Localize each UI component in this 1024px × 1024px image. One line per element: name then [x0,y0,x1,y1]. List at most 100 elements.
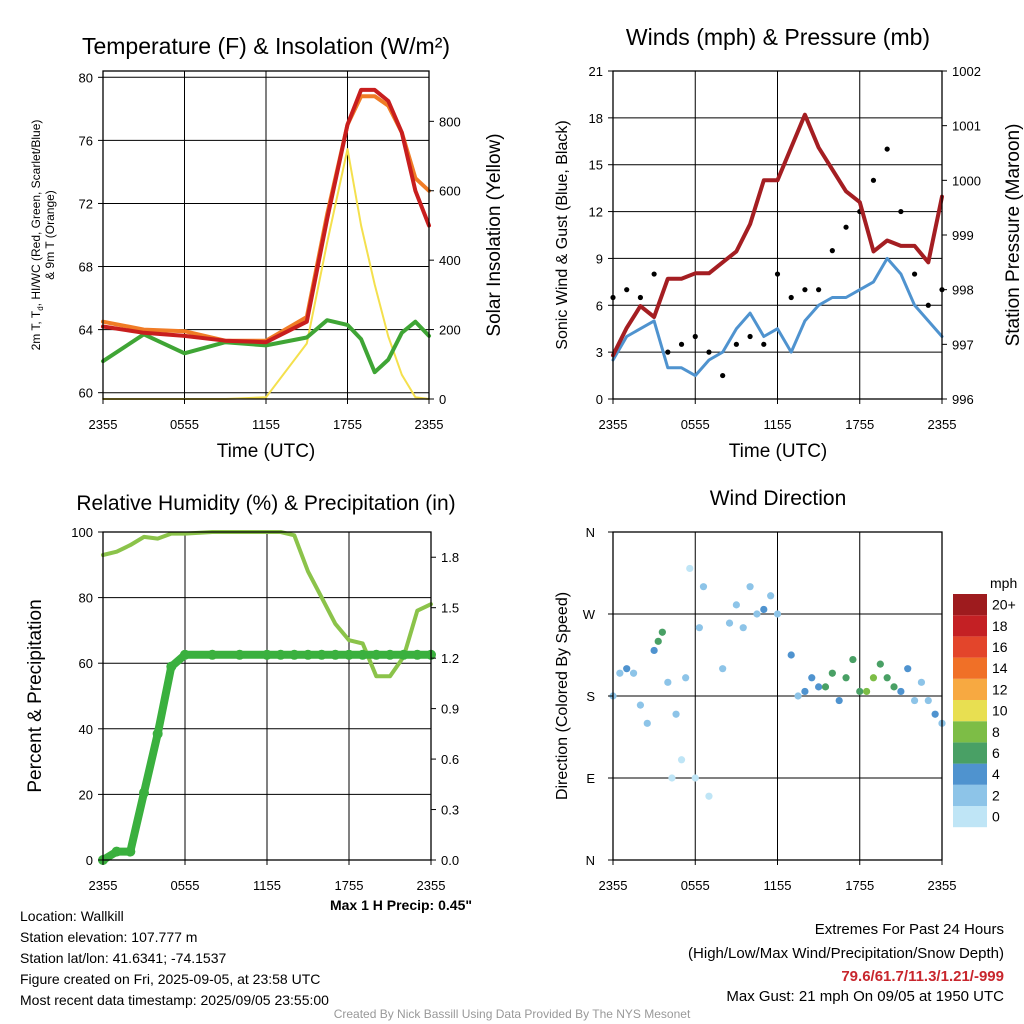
temperature-series [101,87,431,400]
direction-point [668,774,676,782]
legend-label: 20+ [992,597,1016,613]
y-tick-label: 76 [79,133,93,148]
precip-point [166,661,177,672]
direction-point [890,683,898,691]
temperature-grid [103,71,429,399]
gust-point [692,333,698,340]
direction-point [815,683,823,691]
legend-label: 14 [992,660,1008,676]
precip-point [385,649,395,660]
temperature-panel: Temperature (F) & Insolation (W/m²) 2355… [29,33,505,462]
y-tick-label: N [586,525,595,540]
precip-point [234,649,245,660]
gust-point [870,177,877,183]
y-tick-label: 21 [589,64,603,79]
direction-point [808,674,816,682]
x-tick-label: 2355 [928,878,957,893]
direction-point [654,637,662,645]
gust-point [802,287,808,293]
winds-ticks: 2355 0555 1155 1755 2355 0 3 6 9 12 15 18 21 996 997 99… [589,64,981,432]
precip-point [275,649,286,660]
y-tick-label: 12 [589,205,603,220]
gust-point [829,248,835,254]
legend-label: 8 [992,724,1000,740]
direction-point [746,583,754,591]
winds-y-label: Sonic Wind & Gust (Blue, Black) [554,120,571,349]
y-tick-label: 80 [79,70,93,85]
extremes-box: Extremes For Past 24 Hours (High/Low/Max… [688,918,1004,1007]
legend-label: 10 [992,703,1008,719]
x-tick-label: 1755 [333,417,362,432]
speed-legend-title: mph [990,575,1017,591]
pressure-line [611,112,944,358]
credit-line: Created By Nick Bassill Using Data Provi… [333,1007,691,1021]
y-tick-label: 0 [596,392,603,407]
direction-point [835,696,843,705]
precip-point [330,649,341,660]
wind-direction-panel: Wind Direction 2355 0555 1155 1755 2355 N E S W N… [554,487,1017,893]
series-line [101,318,431,375]
y2-tick-label: 600 [439,184,461,199]
y-tick-label: 3 [596,345,603,360]
precip-point [412,649,423,660]
y-tick-label: 68 [79,260,93,275]
winds-series [610,112,945,379]
wind-speed-line [611,256,944,378]
legend-label: 12 [992,681,1008,697]
direction-point [739,624,747,632]
gust-point [816,287,822,293]
y-tick-label: 100 [71,525,93,540]
direction-point [828,669,836,677]
y2-tick-label: 0.6 [441,752,459,767]
series-line [101,87,431,345]
y-tick-label: S [586,689,595,704]
y-tick-label: N [586,853,595,868]
y-tick-label: 80 [79,591,93,606]
gust-point [761,341,767,347]
precip-point [371,649,382,660]
direction-point [787,651,795,659]
direction-point [924,696,932,705]
legend-swatch [953,700,987,722]
temperature-title: Temperature (F) & Insolation (W/m²) [82,33,450,59]
max-gust: Max Gust: 21 mph On 09/05 at 1950 UTC [726,988,1004,1005]
legend-label: 6 [992,745,1000,761]
direction-point [753,610,761,618]
gust-point [678,341,685,347]
direction-point [629,669,638,677]
x-tick-label: 1155 [253,878,281,893]
legend-swatch [953,721,987,743]
direction-point [725,619,734,627]
y2-tick-label: 0.9 [441,702,459,717]
winds-x-label: Time (UTC) [729,441,828,462]
x-tick-label: 2355 [928,417,957,432]
direction-point [910,696,919,705]
gust-point [788,294,794,301]
x-tick-label: 0555 [170,417,199,432]
legend-label: 2 [992,787,1000,803]
humidity-ticks: 2355 0555 1155 1755 2355 0 20 40 60 80 100 0.0 0.3 0.… [71,525,459,893]
gust-point [925,302,931,308]
precip-point [262,649,272,660]
speed-legend: mph 0 2 4 6 8 10 12 14 16 18 20+ [953,575,1017,828]
y-tick-label: 6 [596,298,603,313]
direction-point [695,624,703,632]
x-tick-label: 0555 [171,878,200,893]
precip-point [152,728,163,739]
gust-point [624,287,630,293]
svg-text:2m T, Td, HI/WC (Red, Green, S: 2m T, Td, HI/WC (Red, Green, Scarlet/Blu… [29,120,45,351]
y2-tick-label: 0 [439,392,446,407]
direction-point [682,674,690,682]
humidity-y-label: Percent & Precipitation [25,599,46,792]
direction-point [658,628,666,636]
x-tick-label: 1755 [845,878,874,893]
direction-point [863,687,871,696]
x-tick-label: 2355 [415,417,444,432]
wind-direction-points [609,564,946,800]
y2-tick-label: 999 [952,228,974,243]
direction-point [623,665,631,673]
direction-point [869,674,878,682]
y-tick-label: 40 [79,722,93,737]
legend-label: 16 [992,639,1008,655]
